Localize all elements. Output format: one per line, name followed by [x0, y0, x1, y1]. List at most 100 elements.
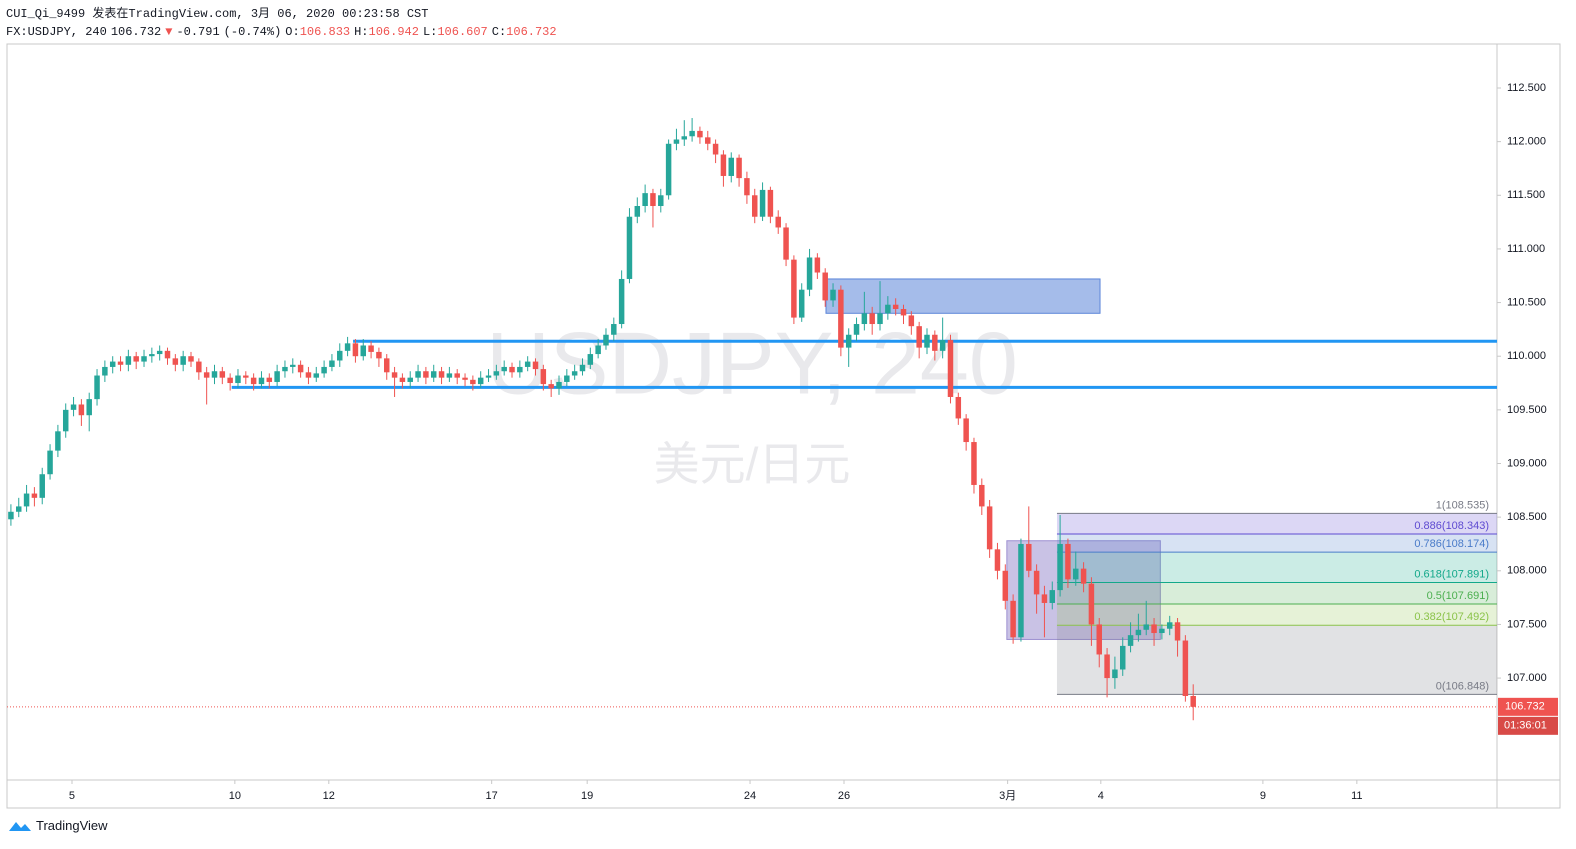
candle-body	[1057, 543, 1063, 591]
x-tick-label: 26	[838, 790, 850, 802]
fib-label: 0.786(108.174)	[1414, 538, 1489, 550]
candle-body	[1026, 543, 1032, 571]
y-tick-label: 111.000	[1507, 243, 1545, 255]
candle-body	[885, 304, 891, 314]
candle-body	[673, 139, 680, 144]
y-tick-label: 109.000	[1507, 457, 1547, 469]
y-tick-label: 110.000	[1507, 350, 1546, 362]
candle-body	[117, 361, 124, 365]
candle-body	[391, 372, 398, 378]
candle-body	[634, 206, 641, 217]
change-pct: (-0.74%)	[223, 25, 282, 39]
fib-label: 0.618(107.891)	[1414, 568, 1489, 580]
candle-body	[697, 130, 703, 138]
candle-body	[188, 356, 194, 362]
candle-body	[352, 343, 359, 357]
candle-body	[947, 340, 954, 397]
candle-body	[775, 216, 781, 228]
y-tick-label: 110.500	[1507, 296, 1546, 308]
candle-body	[736, 157, 742, 179]
y-tick-label: 108.000	[1507, 565, 1547, 577]
candle-body	[618, 278, 625, 325]
candle-body	[266, 377, 273, 382]
candle-body	[564, 375, 570, 382]
candle-body	[282, 366, 288, 372]
candle-body	[485, 375, 492, 378]
candle-body	[681, 136, 688, 140]
candle-body	[376, 351, 382, 359]
fib-zone	[1056, 582, 1497, 604]
candle-body	[258, 377, 265, 385]
candle-body	[540, 369, 547, 385]
candle-body	[454, 373, 460, 378]
candle-body	[438, 371, 445, 378]
candle-body	[971, 442, 977, 485]
candle-body	[501, 366, 507, 372]
candle-body	[62, 409, 69, 432]
direction: ▼	[165, 25, 173, 39]
candle-body	[1135, 629, 1142, 636]
candle-body	[109, 361, 116, 367]
candle-body	[172, 358, 179, 365]
candle-body	[1049, 590, 1056, 603]
candle-body	[250, 377, 257, 385]
y-tick-label: 112.500	[1507, 82, 1546, 94]
price-tag-label: 106.732	[1505, 701, 1545, 713]
candle-body	[415, 371, 421, 378]
candle-body	[384, 358, 390, 373]
candle-body	[31, 493, 38, 498]
candle-body	[337, 350, 343, 361]
close: 106.732	[506, 25, 557, 39]
fib-label: 0.5(107.691)	[1427, 590, 1489, 602]
candle-body	[814, 257, 821, 273]
fib-zone	[1056, 513, 1497, 534]
candle-body	[571, 371, 578, 376]
candle-body	[822, 272, 828, 301]
header: CUI_Qi_9499 发表在TradingView.com, 3月 06, 2…	[6, 5, 561, 41]
candle-body	[759, 189, 766, 217]
low: 106.607	[437, 25, 488, 39]
candle-body	[587, 354, 594, 365]
fib-zone	[1056, 603, 1497, 626]
candle-body	[752, 195, 758, 217]
candle-body	[556, 381, 562, 389]
brand: TradingView	[36, 818, 108, 833]
candle-body	[1159, 628, 1165, 634]
candle-body	[720, 154, 727, 176]
candle-body	[1041, 594, 1048, 603]
candle-body	[219, 371, 226, 378]
candle-body	[8, 511, 14, 520]
change: -0.791	[176, 25, 220, 39]
candle-body	[728, 157, 734, 176]
candle-body	[78, 404, 85, 416]
y-tick-label: 109.500	[1507, 404, 1547, 416]
y-tick-label: 107.000	[1507, 672, 1547, 684]
candle-body	[305, 372, 312, 378]
logo	[9, 821, 31, 831]
candle-body	[955, 396, 962, 419]
candle-body	[164, 350, 171, 359]
candle-body	[235, 375, 241, 384]
zone-box	[825, 278, 1101, 314]
candle-body	[102, 366, 108, 376]
candle-body	[1033, 570, 1040, 595]
candle-body	[986, 506, 993, 550]
price-tag	[1498, 697, 1558, 716]
candle-body	[1088, 583, 1095, 625]
candle-body	[798, 289, 805, 318]
candle-body	[689, 130, 695, 137]
high-label: H:	[354, 25, 369, 39]
fib-zone	[1056, 533, 1497, 553]
candle-body	[1080, 568, 1087, 584]
y-tick-label: 111.500	[1507, 189, 1545, 201]
symbol: FX:USDJPY, 240	[6, 25, 107, 39]
candle-body	[211, 371, 218, 378]
candle-body	[548, 384, 554, 389]
candle-body	[1166, 622, 1173, 629]
x-tick-label: 12	[323, 790, 335, 802]
candle-body	[658, 195, 664, 207]
candle-body	[360, 345, 366, 357]
candle-body	[1151, 624, 1157, 634]
candle-body	[1065, 543, 1071, 580]
